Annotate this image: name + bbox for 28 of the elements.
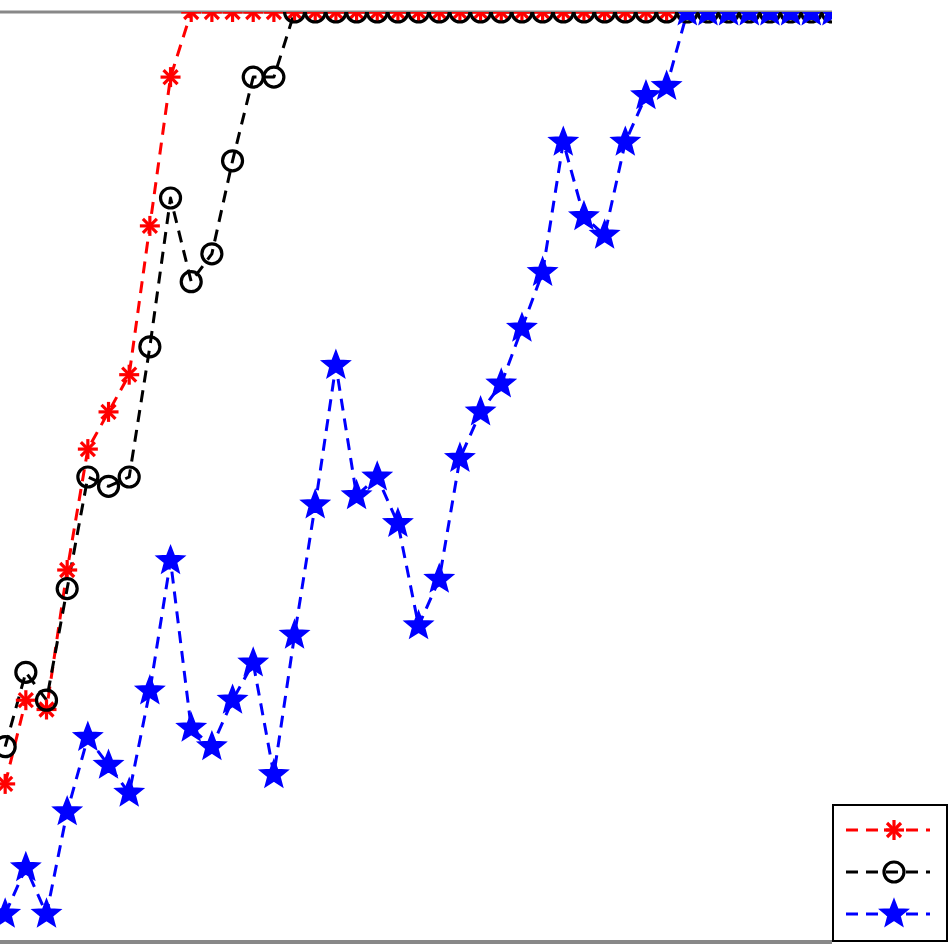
point xyxy=(55,577,79,601)
point xyxy=(259,759,289,787)
point xyxy=(138,335,162,359)
point xyxy=(32,899,61,927)
point xyxy=(114,778,144,806)
point xyxy=(300,489,330,518)
point xyxy=(197,731,227,760)
point xyxy=(238,648,268,676)
point xyxy=(445,443,475,471)
point xyxy=(424,564,454,592)
point xyxy=(14,660,38,684)
point xyxy=(218,685,247,713)
point xyxy=(11,852,41,880)
point xyxy=(96,474,121,498)
point xyxy=(362,462,392,490)
point xyxy=(73,722,103,750)
point xyxy=(156,545,185,574)
point xyxy=(94,750,123,778)
point xyxy=(404,610,433,639)
point xyxy=(342,480,371,508)
point xyxy=(280,620,309,648)
point xyxy=(176,713,206,741)
point xyxy=(179,270,203,294)
point xyxy=(135,675,165,704)
point xyxy=(117,465,141,489)
point xyxy=(76,465,100,489)
point xyxy=(52,796,82,825)
point xyxy=(383,508,413,536)
